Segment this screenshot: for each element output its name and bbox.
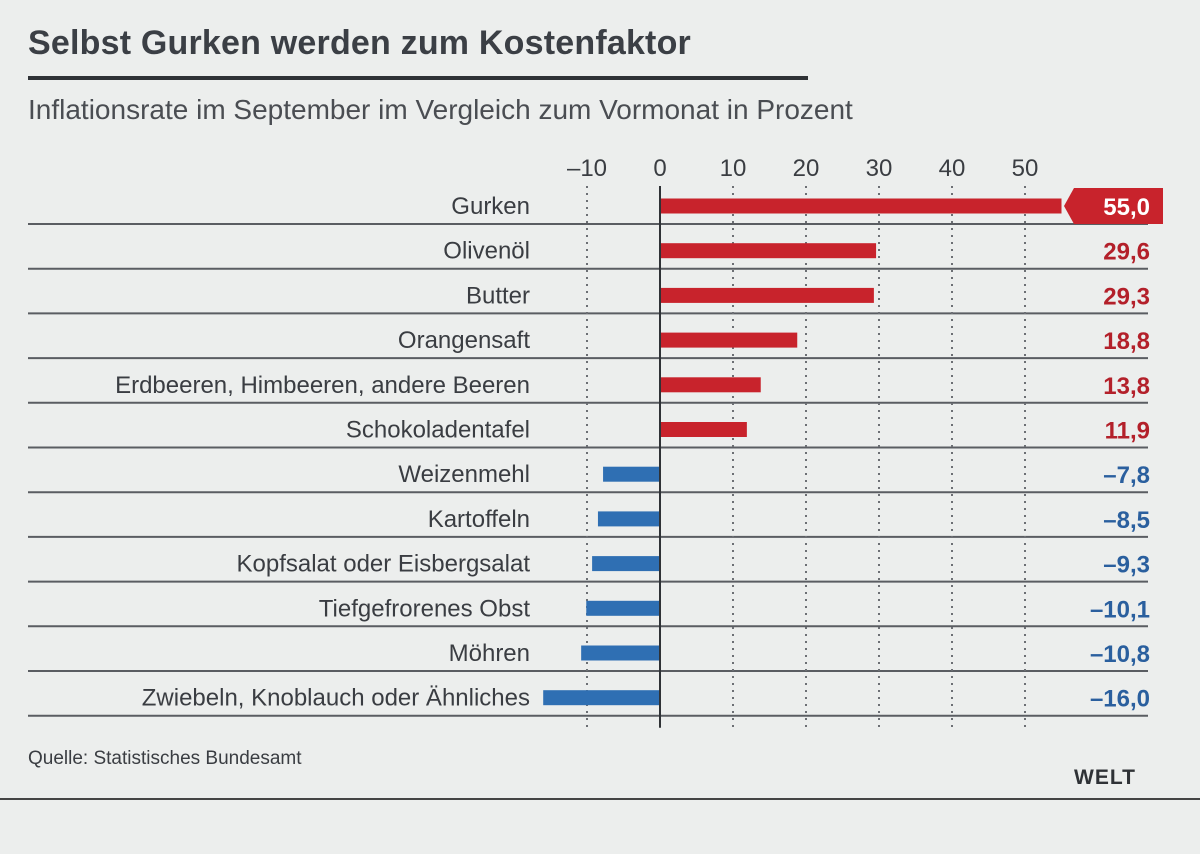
bar — [592, 556, 660, 572]
source-note: Quelle: Statistisches Bundesamt — [28, 748, 302, 769]
bar — [660, 422, 747, 437]
category-labels: Gurken Olivenöl Butter Orangensaft Erdbeeren… — [115, 193, 530, 712]
bar — [660, 287, 874, 303]
bottom-rule — [0, 798, 1200, 800]
bar — [586, 600, 660, 616]
value-label: 18,8 — [1103, 328, 1150, 355]
bar — [660, 377, 761, 393]
bar — [581, 645, 660, 661]
value-highlight — [1064, 188, 1163, 224]
category-label: Tiefgefrorenes Obst — [319, 595, 531, 622]
value-label: 11,9 — [1105, 418, 1150, 445]
tick-label: 30 — [866, 155, 893, 182]
chart-subtitle: Inflationsrate im September im Vergleich… — [28, 94, 853, 125]
category-label: Kopfsalat oder Eisbergsalat — [236, 551, 530, 578]
category-label: Möhren — [449, 640, 530, 667]
category-label: Weizenmehl — [398, 461, 530, 488]
tick-label: 40 — [939, 155, 966, 182]
bar — [603, 466, 660, 482]
bar — [597, 511, 660, 527]
value-label: –9,3 — [1103, 552, 1150, 579]
bar — [660, 332, 798, 348]
tick-label: 50 — [1012, 155, 1039, 182]
value-labels: 55,0 29,6 29,3 18,8 13,8 11,9 –7,8 –8,5 –9,3 –10,… — [1064, 188, 1163, 713]
value-label: –8,5 — [1103, 507, 1150, 534]
value-label: 29,3 — [1103, 283, 1150, 310]
category-label: Kartoffeln — [428, 506, 530, 533]
category-label: Schokoladentafel — [346, 417, 530, 444]
value-label: 29,6 — [1103, 239, 1150, 266]
chart-title: Selbst Gurken werden zum Kostenfaktor — [28, 24, 691, 62]
bar-chart: –10 0 10 20 30 40 50 Gurken Olivenöl Butter Orang… — [28, 155, 1163, 728]
bar — [543, 690, 660, 706]
value-label: –10,1 — [1090, 596, 1150, 623]
title-underline — [28, 76, 808, 80]
category-label: Butter — [466, 282, 530, 309]
value-label: –16,0 — [1090, 686, 1150, 713]
value-label: –7,8 — [1103, 462, 1150, 489]
tick-label: –10 — [567, 155, 607, 182]
category-label: Olivenöl — [443, 238, 530, 265]
bar — [660, 243, 877, 259]
value-label: 13,8 — [1103, 373, 1150, 400]
tick-label: 20 — [793, 155, 820, 182]
tick-labels: –10 0 10 20 30 40 50 — [567, 155, 1038, 182]
bars — [543, 198, 1062, 706]
brand-logo: WELT — [1074, 766, 1136, 789]
tick-label: 0 — [653, 155, 666, 182]
category-label: Orangensaft — [398, 327, 530, 354]
category-label: Zwiebeln, Knoblauch oder Ähnliches — [142, 685, 530, 712]
category-label: Erdbeeren, Himbeeren, andere Beeren — [115, 372, 530, 399]
category-label: Gurken — [451, 193, 530, 220]
value-label: –10,8 — [1090, 641, 1150, 668]
tick-label: 10 — [720, 155, 747, 182]
value-label: 55,0 — [1103, 194, 1150, 221]
bar — [660, 198, 1062, 214]
